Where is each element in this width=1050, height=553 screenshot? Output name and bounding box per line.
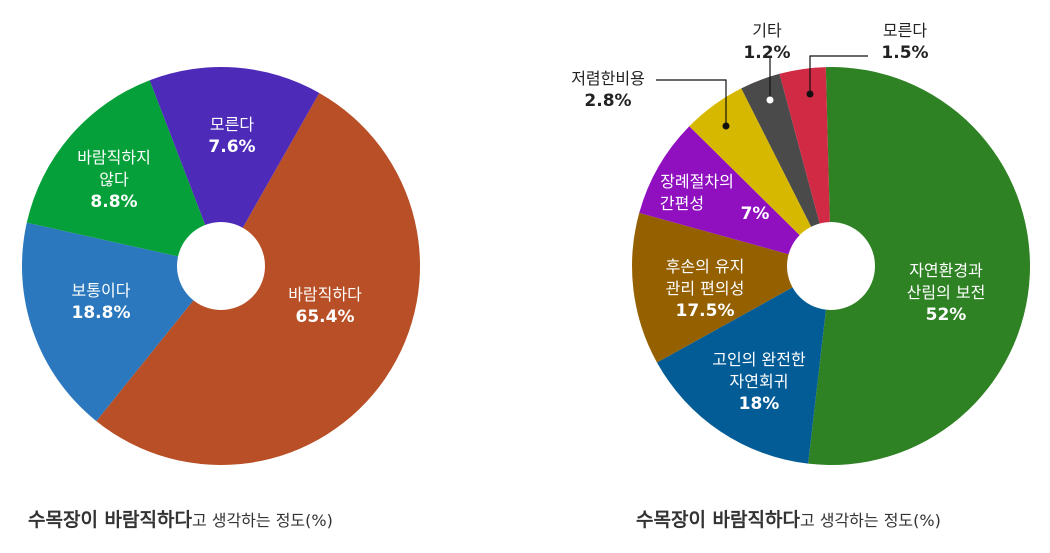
pie-slice-0-2 [26, 80, 221, 266]
pie-slice-0-3 [149, 67, 320, 266]
value-right-3: 7% [740, 204, 770, 224]
leader-dot [766, 96, 774, 104]
donut-hole [177, 222, 265, 310]
pie-slice-1-5 [741, 73, 831, 266]
label-left-1: 보통이다 18.8% [71, 281, 131, 323]
label-right-1: 고인의 완전한 자연회귀 18% [712, 350, 806, 414]
pie-slice-1-0 [808, 66, 1030, 465]
pie-slice-1-6 [779, 67, 831, 266]
pie-slice-1-3 [639, 126, 831, 266]
chart-title-left: 수목장이 바람직하다고 생각하는 정도(%) [28, 509, 333, 531]
label-right-5: 기타 1.2% [743, 21, 791, 63]
label-right-4: 저렴한비용 2.8% [571, 69, 645, 111]
label-right-2: 후손의 유지 관리 편의성 17.5% [665, 257, 745, 321]
leader-dot [722, 122, 730, 130]
pie-slice-1-1 [656, 266, 831, 464]
leader-dot [806, 90, 814, 98]
pie-slice-1-2 [632, 212, 831, 363]
label-right-0: 자연환경과 산림의 보전 52% [906, 261, 986, 325]
leader-line [656, 79, 727, 126]
donut-hole [787, 222, 875, 310]
label-right-6: 모른다 1.5% [881, 21, 929, 63]
leader-line [809, 55, 868, 94]
label-left-0: 바람직하다 65.4% [288, 285, 362, 327]
pie-slice-1-4 [689, 88, 831, 266]
chart-title-right: 수목장이 바람직하다고 생각하는 정도(%) [636, 509, 941, 531]
label-right-3: 장례절차의 간편성 [659, 172, 734, 213]
label-left-3: 모른다 7.6% [208, 115, 256, 157]
pie-slice-0-1 [22, 222, 221, 422]
label-left-2: 바람직하지 않다 8.8% [77, 148, 151, 212]
